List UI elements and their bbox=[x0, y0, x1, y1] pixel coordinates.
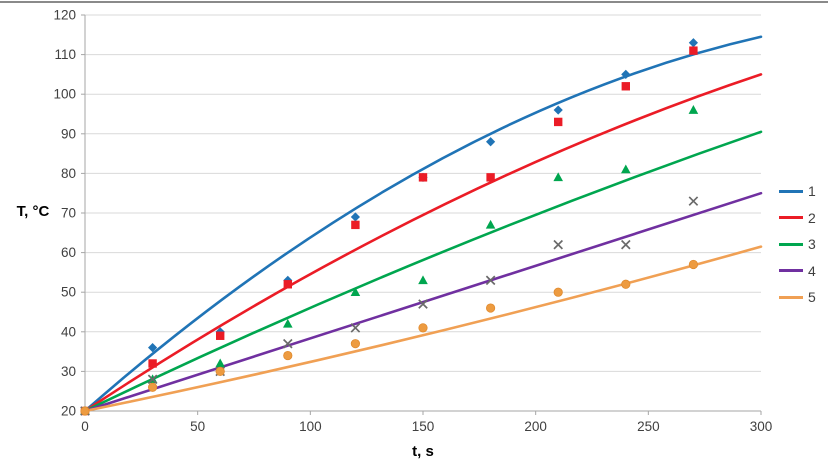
svg-text:150: 150 bbox=[412, 419, 435, 434]
legend-line-swatch-2 bbox=[779, 216, 803, 220]
svg-text:50: 50 bbox=[61, 285, 76, 300]
svg-text:60: 60 bbox=[61, 245, 76, 260]
svg-text:70: 70 bbox=[61, 206, 76, 221]
svg-text:250: 250 bbox=[637, 419, 660, 434]
x-axis-title: t, s bbox=[412, 443, 434, 460]
svg-text:50: 50 bbox=[190, 419, 205, 434]
legend: 1 2 3 4 5 bbox=[779, 178, 828, 311]
svg-text:40: 40 bbox=[61, 324, 76, 339]
svg-text:120: 120 bbox=[53, 8, 76, 23]
legend-item-3: 3 bbox=[779, 231, 828, 258]
legend-item-4: 4 bbox=[779, 258, 828, 285]
legend-line-swatch-1 bbox=[779, 189, 803, 193]
svg-text:80: 80 bbox=[61, 166, 76, 181]
top-border-line bbox=[0, 1, 828, 3]
legend-line-swatch-5 bbox=[779, 295, 803, 299]
svg-text:100: 100 bbox=[299, 419, 322, 434]
svg-text:20: 20 bbox=[61, 404, 76, 419]
legend-item-1: 1 bbox=[779, 178, 828, 205]
legend-line-swatch-4 bbox=[779, 269, 803, 273]
legend-label-3: 3 bbox=[808, 236, 816, 253]
legend-item-2: 2 bbox=[779, 205, 828, 232]
svg-text:200: 200 bbox=[524, 419, 547, 434]
y-axis-title: T, °C bbox=[16, 203, 50, 220]
svg-text:300: 300 bbox=[750, 419, 773, 434]
svg-text:90: 90 bbox=[61, 126, 76, 141]
svg-text:100: 100 bbox=[53, 87, 76, 102]
legend-line-swatch-3 bbox=[779, 242, 803, 246]
legend-label-5: 5 bbox=[808, 289, 816, 306]
legend-label-2: 2 bbox=[808, 209, 816, 226]
legend-item-5: 5 bbox=[779, 284, 828, 311]
svg-text:0: 0 bbox=[81, 419, 89, 434]
legend-label-1: 1 bbox=[808, 183, 816, 200]
svg-text:110: 110 bbox=[54, 47, 76, 62]
svg-text:30: 30 bbox=[61, 364, 76, 379]
legend-label-4: 4 bbox=[808, 262, 816, 279]
